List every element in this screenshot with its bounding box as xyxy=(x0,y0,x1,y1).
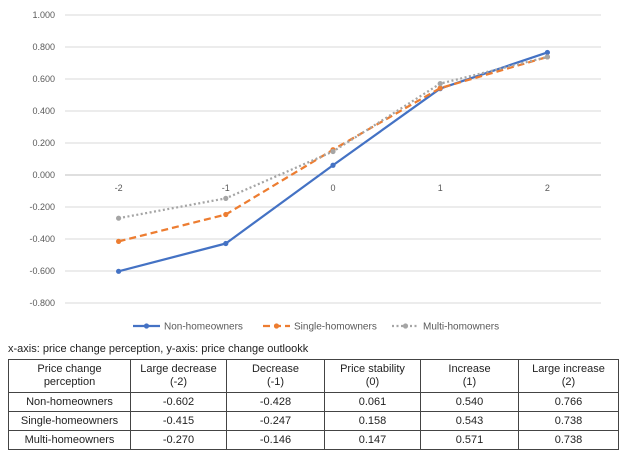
series-non-homeowners xyxy=(116,49,551,274)
column-header-line: (0) xyxy=(365,376,380,388)
table-cell: 0.738 xyxy=(518,411,619,431)
series-lines xyxy=(116,49,551,274)
legend-label: Non-homeowners xyxy=(164,322,243,333)
series-multi-homowners xyxy=(116,54,551,221)
data-point xyxy=(223,211,229,218)
column-header-line: Large decrease xyxy=(140,363,217,375)
table-cell: 0.147 xyxy=(324,430,421,450)
column-header: Price stability (0) xyxy=(324,359,421,393)
data-point xyxy=(116,215,122,221)
table-cell: 0.540 xyxy=(420,392,519,412)
column-header-line: (-2) xyxy=(169,376,188,388)
table-cell: 0.766 xyxy=(518,392,619,412)
column-header-line: Increase xyxy=(448,363,491,375)
x-tick-label: -1 xyxy=(222,183,230,193)
row-label: Single-homeowners xyxy=(8,411,131,431)
data-point xyxy=(116,238,122,244)
table-cell: -0.428 xyxy=(226,392,325,412)
column-header-line: Decrease xyxy=(251,363,300,375)
data-point xyxy=(330,162,336,168)
data-point xyxy=(223,240,229,247)
legend: Non-homeowners Single-homowners Multi-homo… xyxy=(133,322,499,333)
y-axis-tick-labels: 1.000 0.800 0.600 0.400 0.200 0.000 -0.200 -0.4… xyxy=(29,10,55,308)
legend-label: Single-homowners xyxy=(294,322,377,333)
table-cell: 0.061 xyxy=(324,392,421,412)
x-axis-tick-labels: -2 -1 0 1 2 xyxy=(115,183,550,193)
column-header-line: (-1) xyxy=(266,376,285,388)
y-tick-label: 0.200 xyxy=(32,138,55,148)
data-point xyxy=(116,268,122,274)
y-tick-label: -0.600 xyxy=(29,266,55,276)
y-tick-label: -0.400 xyxy=(29,234,55,244)
row-label: Multi-homeowners xyxy=(8,430,131,450)
column-header: Price change perception xyxy=(8,359,131,393)
table-cell: 0.738 xyxy=(518,430,619,450)
column-header-line: perception xyxy=(43,376,96,388)
column-header: Large increase (2) xyxy=(518,359,619,393)
gridlines xyxy=(65,14,601,304)
series-line xyxy=(118,51,548,273)
table-header-row: Price change perception Large decrease (-2)… xyxy=(8,359,619,393)
y-tick-label: -0.200 xyxy=(29,202,55,212)
data-table: Price change perception Large decrease (-2)… xyxy=(8,359,619,450)
table-row: Single-homeowners -0.415 -0.247 0.158 0.543 0… xyxy=(8,411,619,431)
column-header-line: (2) xyxy=(561,376,576,388)
legend-label: Multi-homowners xyxy=(423,322,499,333)
column-header: Large decrease (-2) xyxy=(130,359,227,393)
legend-marker xyxy=(273,323,280,329)
column-header: Increase (1) xyxy=(420,359,519,393)
table-row: Multi-homeowners -0.270 -0.146 0.147 0.571 0.… xyxy=(8,430,619,450)
table-cell: 0.543 xyxy=(420,411,519,431)
table-cell: -0.247 xyxy=(226,411,325,431)
y-tick-label: 0.800 xyxy=(32,42,55,52)
x-tick-label: -2 xyxy=(115,183,123,193)
data-point xyxy=(437,81,443,87)
x-tick-label: 2 xyxy=(545,183,550,193)
legend-item: Multi-homowners xyxy=(392,322,499,333)
x-tick-label: 0 xyxy=(330,183,335,193)
data-point xyxy=(437,85,443,91)
series-line xyxy=(118,55,548,220)
data-point xyxy=(544,49,551,56)
data-point xyxy=(544,54,551,60)
column-header-line: (1) xyxy=(462,376,477,388)
column-header: Decrease (-1) xyxy=(226,359,325,393)
y-tick-label: 0.600 xyxy=(32,74,55,84)
legend-marker xyxy=(143,323,150,329)
column-header-line: Large increase xyxy=(532,363,605,375)
row-label: Non-homeowners xyxy=(8,392,131,412)
y-tick-label: 1.000 xyxy=(32,10,55,20)
legend-marker xyxy=(402,323,409,329)
y-tick-label: 0.400 xyxy=(32,106,55,116)
table-cell: -0.146 xyxy=(226,430,325,450)
table-cell: 0.571 xyxy=(420,430,519,450)
table-body: Non-homeowners -0.602 -0.428 0.061 0.540 0.76… xyxy=(8,392,619,450)
table-cell: -0.602 xyxy=(130,392,227,412)
column-header-line: Price stability xyxy=(340,363,405,375)
table-cell: -0.415 xyxy=(130,411,227,431)
data-point xyxy=(330,148,336,155)
table-cell: 0.158 xyxy=(324,411,421,431)
legend-item: Single-homowners xyxy=(263,322,377,333)
table-row: Non-homeowners -0.602 -0.428 0.061 0.540 0.76… xyxy=(8,392,619,412)
chart-caption: x-axis: price change perception, y-axis:… xyxy=(8,343,309,355)
legend-item: Non-homeowners xyxy=(133,322,243,333)
y-tick-label: -0.800 xyxy=(29,298,55,308)
data-point xyxy=(223,195,229,201)
column-header-line: Price change xyxy=(37,363,102,375)
line-chart: 1.000 0.800 0.600 0.400 0.200 0.000 -0.200 -0.4… xyxy=(29,10,601,333)
x-tick-label: 1 xyxy=(438,183,443,193)
table-cell: -0.270 xyxy=(130,430,227,450)
y-tick-label: 0.000 xyxy=(32,170,55,180)
